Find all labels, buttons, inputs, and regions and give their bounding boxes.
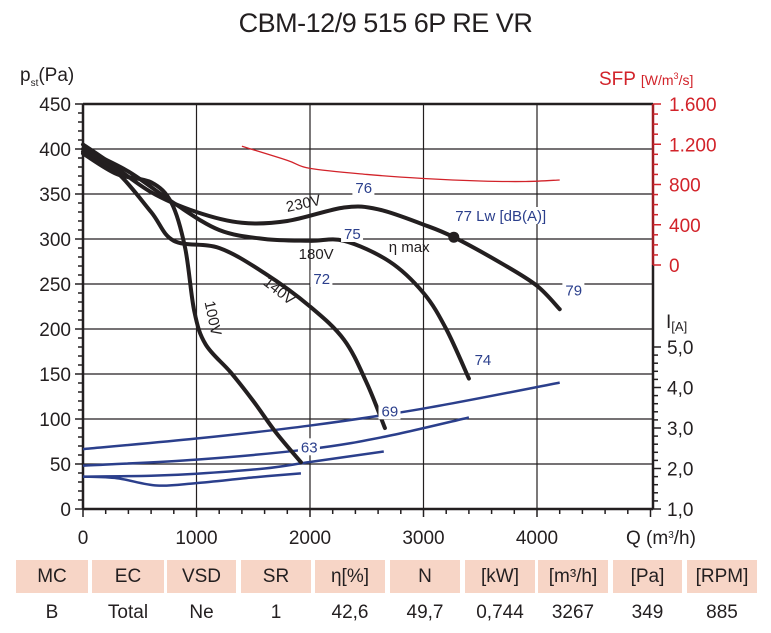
series bbox=[81, 142, 562, 487]
y-tick-label: 400 bbox=[39, 140, 71, 161]
y2-tick-label: 800 bbox=[669, 176, 701, 197]
noise-label-bg bbox=[452, 207, 574, 224]
table-value-cell: 1 bbox=[270, 602, 282, 623]
table-value-cell: 42,6 bbox=[331, 602, 369, 623]
pressure-curve-230v bbox=[81, 142, 562, 312]
curve-label: 180V bbox=[299, 246, 334, 263]
y-tick-label: 350 bbox=[39, 185, 71, 206]
y3-tick-label: 4,0 bbox=[667, 379, 693, 400]
table-value-cell: 0,744 bbox=[476, 602, 524, 623]
x-axis-label: Q (m3/h) bbox=[626, 528, 696, 549]
noise-label-bg bbox=[310, 270, 333, 287]
noise-label: 75 bbox=[344, 226, 361, 243]
chart-title: CBM-12/9 515 6P RE VR bbox=[238, 8, 533, 38]
axes bbox=[75, 102, 661, 517]
noise-label: 77 Lw [dB(A)] bbox=[455, 208, 546, 225]
noise-label: 69 bbox=[382, 403, 399, 420]
current-curve bbox=[82, 381, 560, 451]
y2-axis-label: SFP [W/m3/s] bbox=[599, 69, 693, 90]
y2-tick-label: 400 bbox=[669, 216, 701, 237]
y3-tick-label: 5,0 bbox=[667, 338, 693, 359]
x-tick-label: 2000 bbox=[289, 528, 331, 549]
y-axis-label: pst(Pa) bbox=[20, 65, 74, 89]
x-tick-label: 1000 bbox=[175, 528, 217, 549]
y3-tick-label: 2,0 bbox=[667, 460, 693, 481]
y2-tick-label: 1.600 bbox=[669, 95, 717, 116]
y-tick-label: 50 bbox=[50, 455, 71, 476]
pressure-curve-180v bbox=[81, 147, 471, 381]
curve-label: 140V bbox=[260, 274, 298, 309]
grid bbox=[83, 104, 653, 509]
table-value-cell: B bbox=[45, 602, 59, 623]
current-curve bbox=[82, 416, 470, 467]
y-tick-label: 200 bbox=[39, 320, 71, 341]
chart: 0 50 100 150 200 250 300 350 400 450 0 1000 2000 3000… bbox=[20, 65, 717, 549]
noise-label-bg bbox=[352, 179, 375, 197]
table-header-cell: [RPM] bbox=[687, 560, 757, 593]
y-tick-label: 300 bbox=[39, 230, 71, 251]
table-header-cell: [m³/h] bbox=[538, 560, 608, 593]
table-value-cell: Ne bbox=[189, 602, 214, 623]
noise-label: 63 bbox=[301, 439, 318, 456]
eta-max-point bbox=[448, 231, 460, 243]
eta-max-label: η max bbox=[389, 239, 430, 256]
table-header-cell: η[%] bbox=[315, 560, 385, 593]
noise-label: 72 bbox=[313, 271, 330, 288]
spec-table: MC EC VSD SR η[%] N [kW] [m³/h] [Pa] [RPM] B Total N… bbox=[0, 560, 771, 633]
curve-label: 100V bbox=[201, 299, 225, 337]
y-tick-label: 150 bbox=[39, 365, 71, 386]
table-header-cell: VSD bbox=[167, 560, 236, 593]
table-header-cell: MC bbox=[16, 560, 88, 593]
curve-label: 230V bbox=[285, 192, 323, 216]
y3-tick-label: 3,0 bbox=[667, 419, 693, 440]
sfp-curve bbox=[241, 145, 560, 183]
y3-axis-label: I[A] bbox=[666, 312, 687, 334]
y2-tick-label: 0 bbox=[669, 256, 680, 277]
noise-label-bg bbox=[562, 281, 585, 299]
y-tick-label: 450 bbox=[39, 95, 71, 116]
pressure-curve-100v bbox=[81, 151, 303, 465]
labels: 0 50 100 150 200 250 300 350 400 450 0 1000 2000 3000… bbox=[39, 95, 716, 549]
table-value-cell: 349 bbox=[631, 602, 664, 623]
noise-label-bg bbox=[341, 225, 364, 242]
table-value-cell: Total bbox=[107, 602, 149, 623]
table-value-cell: 3267 bbox=[551, 602, 595, 623]
x-tick-label: 4000 bbox=[516, 528, 558, 549]
noise-label-bg bbox=[471, 351, 494, 368]
table-value-cell: 885 bbox=[706, 602, 738, 623]
y-tick-label: 100 bbox=[39, 410, 71, 431]
x-tick-label: 3000 bbox=[402, 528, 444, 549]
noise-label: 79 bbox=[565, 283, 582, 300]
noise-label: 74 bbox=[475, 352, 492, 369]
table-value-cell: 49,7 bbox=[406, 602, 444, 623]
current-curve bbox=[82, 472, 302, 487]
table-header-cell: N bbox=[390, 560, 460, 593]
noise-label: 76 bbox=[355, 180, 372, 197]
noise-label-bg bbox=[378, 402, 401, 420]
noise-label-bg bbox=[297, 438, 320, 456]
table-header-cell: EC bbox=[92, 560, 164, 593]
y-tick-label: 0 bbox=[60, 500, 71, 521]
x-tick-label: 0 bbox=[78, 528, 89, 549]
y3-tick-label: 1,0 bbox=[667, 500, 693, 521]
pressure-curve-140v bbox=[81, 149, 387, 430]
table-header-cell: [Pa] bbox=[613, 560, 682, 593]
current-curve bbox=[82, 450, 384, 478]
y-tick-label: 250 bbox=[39, 275, 71, 296]
y2-tick-label: 1.200 bbox=[669, 135, 717, 156]
table-header-cell: SR bbox=[241, 560, 311, 593]
table-header-cell: [kW] bbox=[465, 560, 535, 593]
